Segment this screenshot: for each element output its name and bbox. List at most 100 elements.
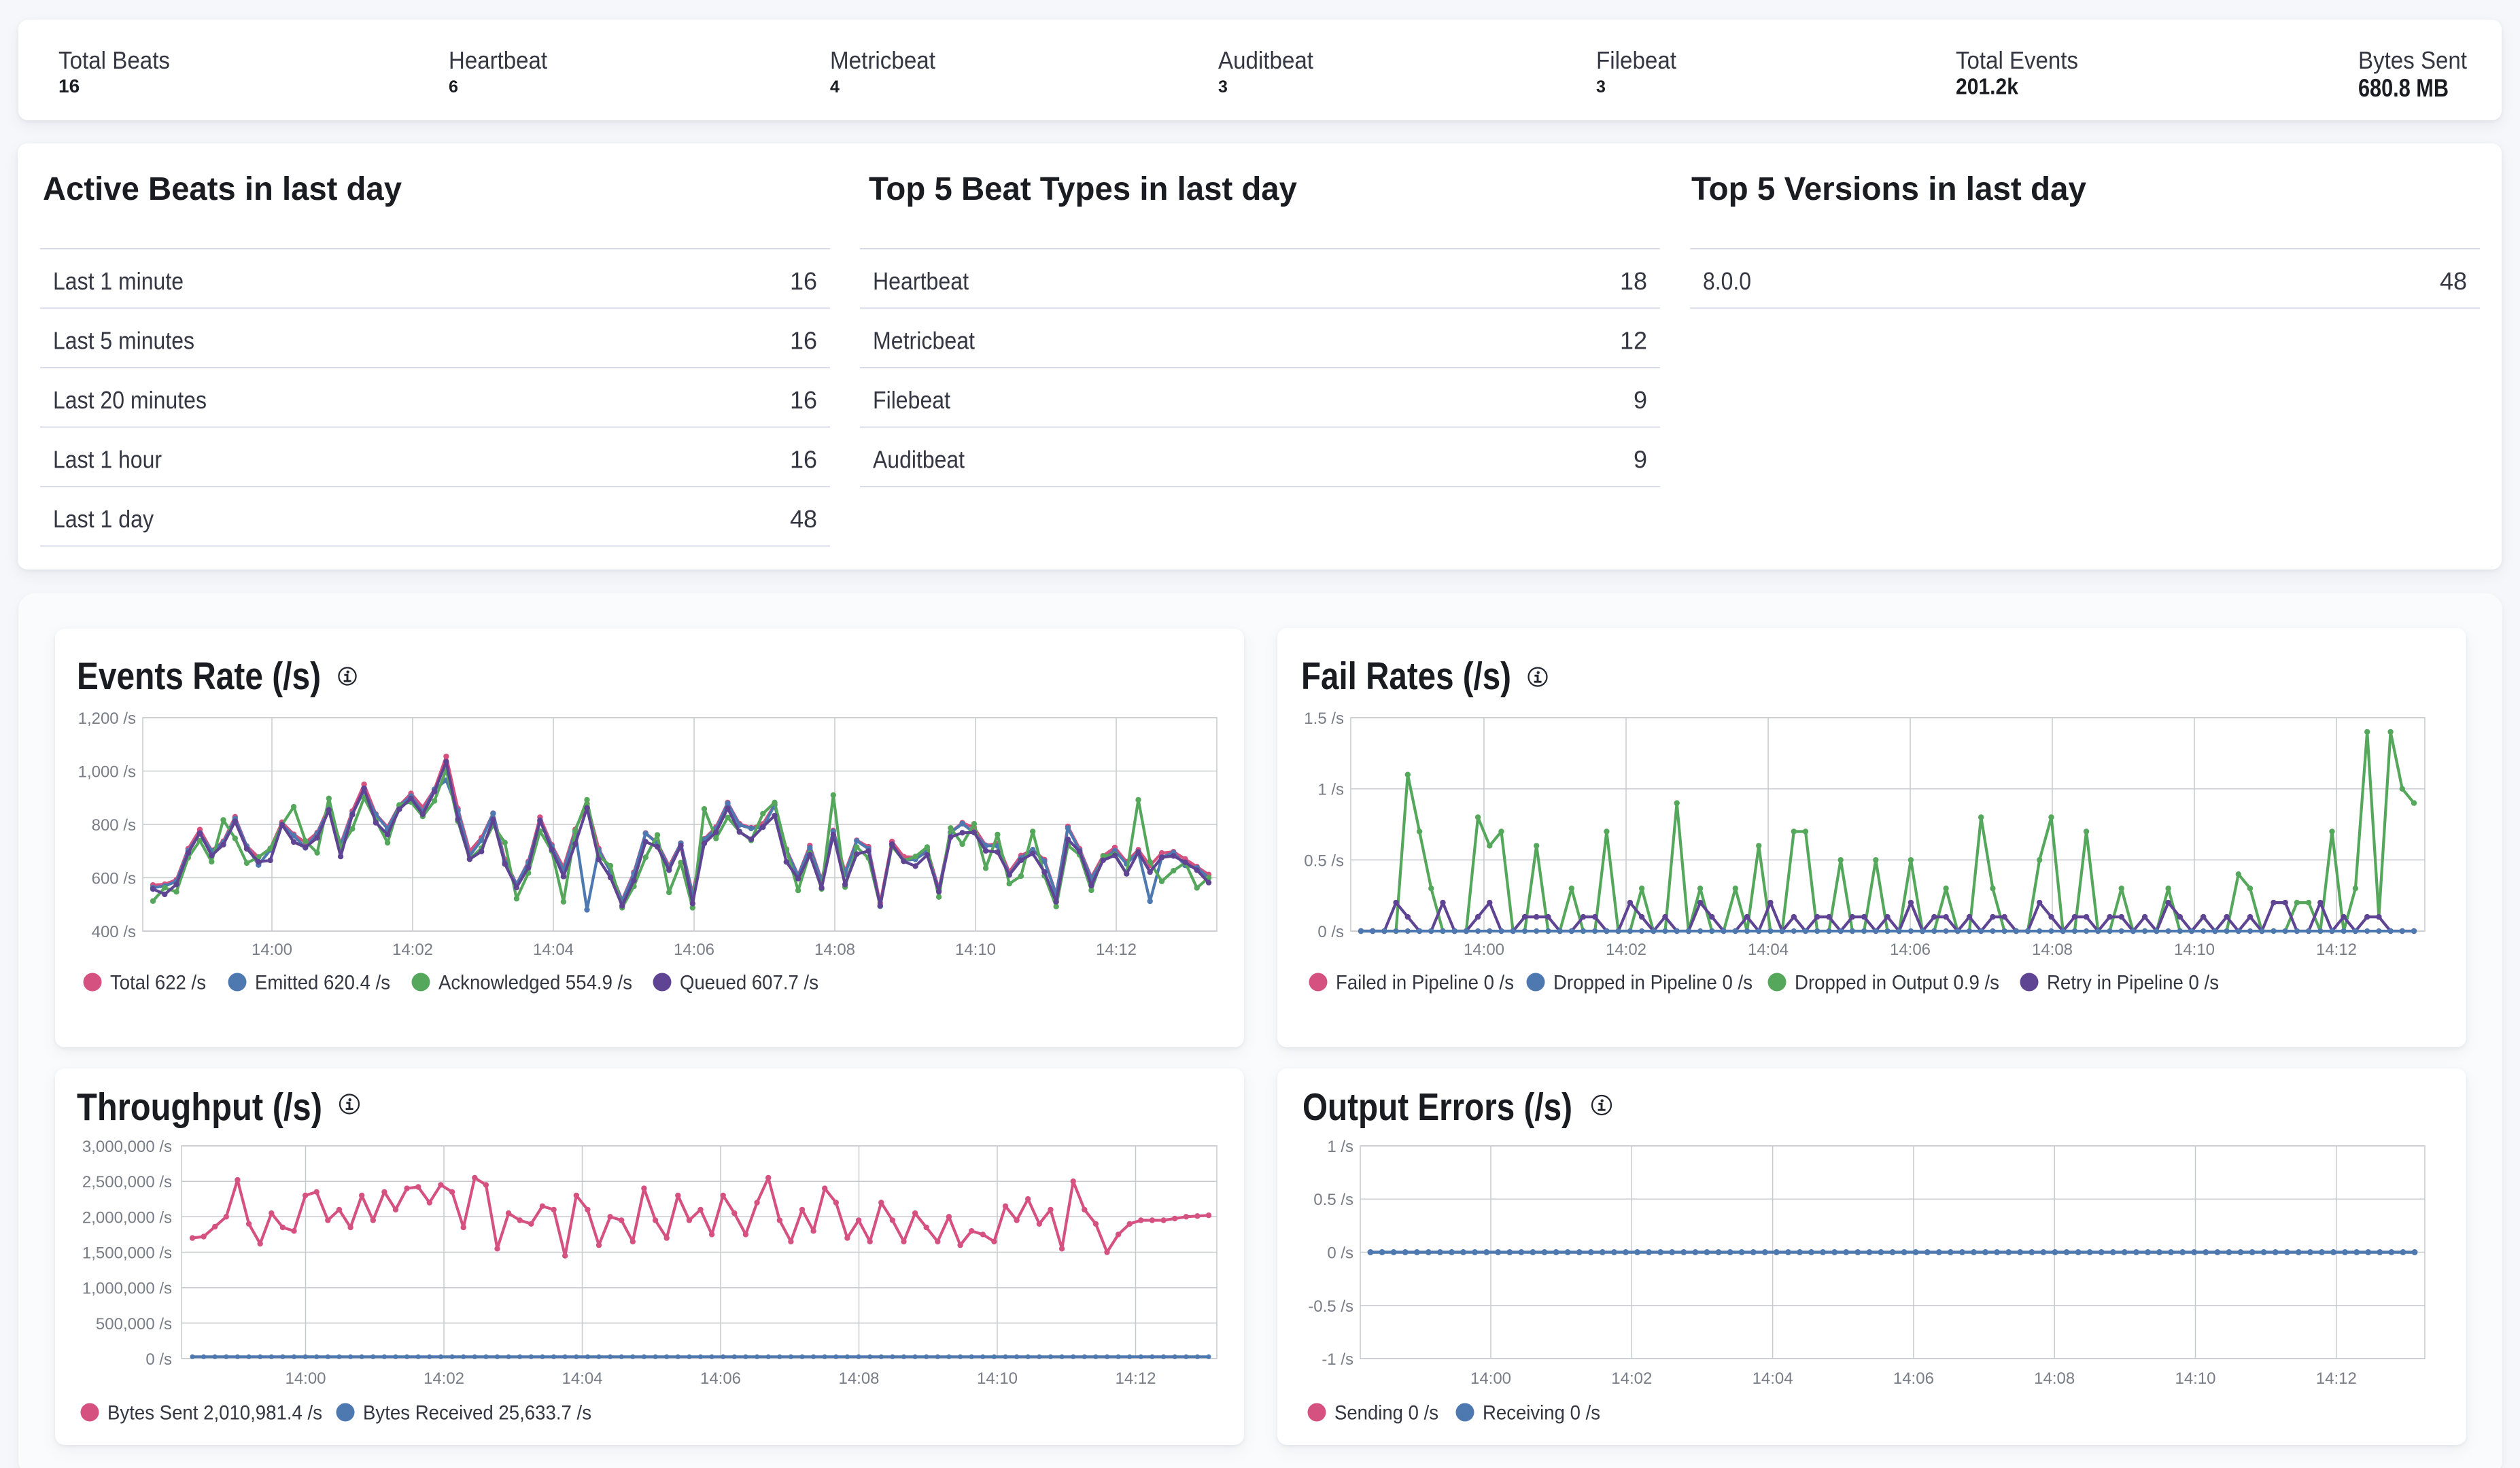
svg-text:1.5 /s: 1.5 /s	[1304, 710, 1344, 728]
svg-text:2,500,000 /s: 2,500,000 /s	[82, 1173, 172, 1191]
svg-text:48: 48	[790, 505, 817, 533]
svg-text:1,000,000 /s: 1,000,000 /s	[82, 1280, 172, 1298]
svg-text:14:04: 14:04	[562, 1369, 602, 1388]
svg-text:2,000,000 /s: 2,000,000 /s	[82, 1208, 172, 1227]
svg-text:Last 1 minute: Last 1 minute	[53, 267, 184, 295]
svg-text:0 /s: 0 /s	[145, 1350, 172, 1369]
svg-text:Last 1 hour: Last 1 hour	[53, 446, 162, 474]
svg-text:14:10: 14:10	[2175, 1369, 2215, 1388]
svg-text:4: 4	[830, 77, 840, 97]
svg-text:0.5 /s: 0.5 /s	[1313, 1191, 1353, 1209]
svg-text:14:02: 14:02	[1611, 1369, 1652, 1388]
svg-text:48: 48	[2440, 267, 2467, 295]
svg-text:Auditbeat: Auditbeat	[1218, 46, 1313, 74]
svg-text:14:08: 14:08	[814, 941, 855, 959]
svg-text:Active Beats in last day: Active Beats in last day	[43, 171, 402, 207]
svg-text:3,000,000 /s: 3,000,000 /s	[82, 1138, 172, 1156]
svg-text:Metricbeat: Metricbeat	[873, 327, 975, 355]
svg-text:0 /s: 0 /s	[1317, 923, 1344, 941]
svg-text:Sending 0 /s: Sending 0 /s	[1334, 1402, 1438, 1425]
svg-text:8.0.0: 8.0.0	[1703, 267, 1751, 295]
svg-text:14:04: 14:04	[1748, 941, 1789, 959]
svg-text:400 /s: 400 /s	[92, 923, 136, 941]
svg-text:14:12: 14:12	[2316, 1369, 2357, 1388]
svg-text:Acknowledged 554.9 /s: Acknowledged 554.9 /s	[438, 972, 632, 994]
svg-text:1,500,000 /s: 1,500,000 /s	[82, 1244, 172, 1263]
svg-text:Receiving 0 /s: Receiving 0 /s	[1483, 1402, 1600, 1425]
svg-text:14:02: 14:02	[424, 1369, 464, 1388]
svg-text:14:00: 14:00	[252, 941, 292, 959]
svg-text:Output Errors (/s): Output Errors (/s)	[1302, 1085, 1572, 1129]
svg-text:14:08: 14:08	[838, 1369, 879, 1388]
svg-text:14:06: 14:06	[674, 941, 714, 959]
svg-text:14:06: 14:06	[1893, 1369, 1934, 1388]
svg-text:14:12: 14:12	[2316, 941, 2357, 959]
svg-text:Dropped in Pipeline 0 /s: Dropped in Pipeline 0 /s	[1553, 972, 1753, 994]
svg-text:14:10: 14:10	[955, 941, 996, 959]
svg-text:14:04: 14:04	[533, 941, 574, 959]
svg-text:1,000 /s: 1,000 /s	[78, 763, 136, 782]
svg-text:Last 1 day: Last 1 day	[53, 505, 154, 533]
svg-text:Heartbeat: Heartbeat	[449, 46, 547, 74]
svg-text:14:06: 14:06	[700, 1369, 741, 1388]
svg-text:3: 3	[1596, 77, 1606, 97]
svg-text:Filebeat: Filebeat	[873, 386, 950, 414]
svg-text:14:00: 14:00	[1464, 941, 1504, 959]
svg-text:14:06: 14:06	[1890, 941, 1931, 959]
svg-text:680.8 MB: 680.8 MB	[2358, 74, 2449, 102]
svg-text:800 /s: 800 /s	[92, 816, 136, 835]
svg-text:Heartbeat: Heartbeat	[873, 267, 969, 295]
svg-text:Filebeat: Filebeat	[1596, 46, 1676, 74]
svg-text:12: 12	[1620, 327, 1647, 355]
svg-text:500,000 /s: 500,000 /s	[96, 1315, 172, 1333]
svg-text:18: 18	[1620, 267, 1647, 295]
svg-text:Fail Rates (/s): Fail Rates (/s)	[1301, 654, 1511, 698]
svg-text:14:12: 14:12	[1096, 941, 1137, 959]
svg-text:1,200 /s: 1,200 /s	[78, 710, 136, 728]
svg-text:Retry in Pipeline 0 /s: Retry in Pipeline 0 /s	[2047, 972, 2219, 994]
svg-text:-0.5 /s: -0.5 /s	[1308, 1297, 1353, 1316]
svg-text:16: 16	[790, 327, 817, 355]
svg-text:0 /s: 0 /s	[1327, 1244, 1353, 1263]
svg-text:Failed in Pipeline 0 /s: Failed in Pipeline 0 /s	[1336, 972, 1514, 994]
svg-text:14:10: 14:10	[977, 1369, 1018, 1388]
svg-text:Bytes Sent: Bytes Sent	[2358, 46, 2467, 74]
svg-text:-1 /s: -1 /s	[1322, 1350, 1353, 1369]
svg-text:1 /s: 1 /s	[1317, 781, 1344, 799]
svg-text:Queued 607.7 /s: Queued 607.7 /s	[680, 972, 818, 994]
svg-text:Events Rate (/s): Events Rate (/s)	[77, 654, 321, 698]
svg-text:14:00: 14:00	[1470, 1369, 1511, 1388]
svg-text:14:12: 14:12	[1115, 1369, 1156, 1388]
svg-text:14:08: 14:08	[2034, 1369, 2075, 1388]
svg-text:Metricbeat: Metricbeat	[830, 46, 935, 74]
svg-text:0.5 /s: 0.5 /s	[1304, 852, 1344, 870]
svg-text:14:02: 14:02	[1606, 941, 1646, 959]
svg-text:9: 9	[1634, 386, 1647, 414]
svg-text:16: 16	[790, 446, 817, 474]
svg-text:Bytes Received 25,633.7 /s: Bytes Received 25,633.7 /s	[363, 1402, 591, 1425]
svg-text:600 /s: 600 /s	[92, 870, 136, 888]
svg-text:Dropped in Output 0.9 /s: Dropped in Output 0.9 /s	[1795, 972, 1999, 994]
svg-text:Bytes Sent 2,010,981.4 /s: Bytes Sent 2,010,981.4 /s	[107, 1402, 322, 1425]
svg-text:6: 6	[449, 77, 458, 97]
svg-text:9: 9	[1634, 446, 1647, 474]
svg-text:Total Events: Total Events	[1956, 46, 2078, 74]
svg-text:14:08: 14:08	[2032, 941, 2073, 959]
svg-text:Emitted 620.4 /s: Emitted 620.4 /s	[255, 972, 390, 994]
svg-text:Throughput (/s): Throughput (/s)	[77, 1085, 322, 1129]
svg-text:3: 3	[1218, 77, 1228, 97]
svg-text:Last 20 minutes: Last 20 minutes	[53, 386, 207, 414]
svg-text:Auditbeat: Auditbeat	[873, 446, 965, 474]
svg-text:14:02: 14:02	[392, 941, 433, 959]
svg-text:14:00: 14:00	[285, 1369, 326, 1388]
svg-text:Last 5 minutes: Last 5 minutes	[53, 327, 194, 355]
svg-text:14:04: 14:04	[1753, 1369, 1793, 1388]
svg-text:16: 16	[790, 267, 817, 295]
svg-text:16: 16	[790, 386, 817, 414]
svg-text:Total Beats: Total Beats	[58, 46, 170, 74]
svg-text:Total 622 /s: Total 622 /s	[110, 972, 206, 994]
svg-text:1 /s: 1 /s	[1327, 1138, 1353, 1156]
svg-text:Top 5 Versions in last day: Top 5 Versions in last day	[1691, 171, 2086, 207]
svg-text:16: 16	[58, 75, 80, 97]
svg-text:14:10: 14:10	[2174, 941, 2215, 959]
